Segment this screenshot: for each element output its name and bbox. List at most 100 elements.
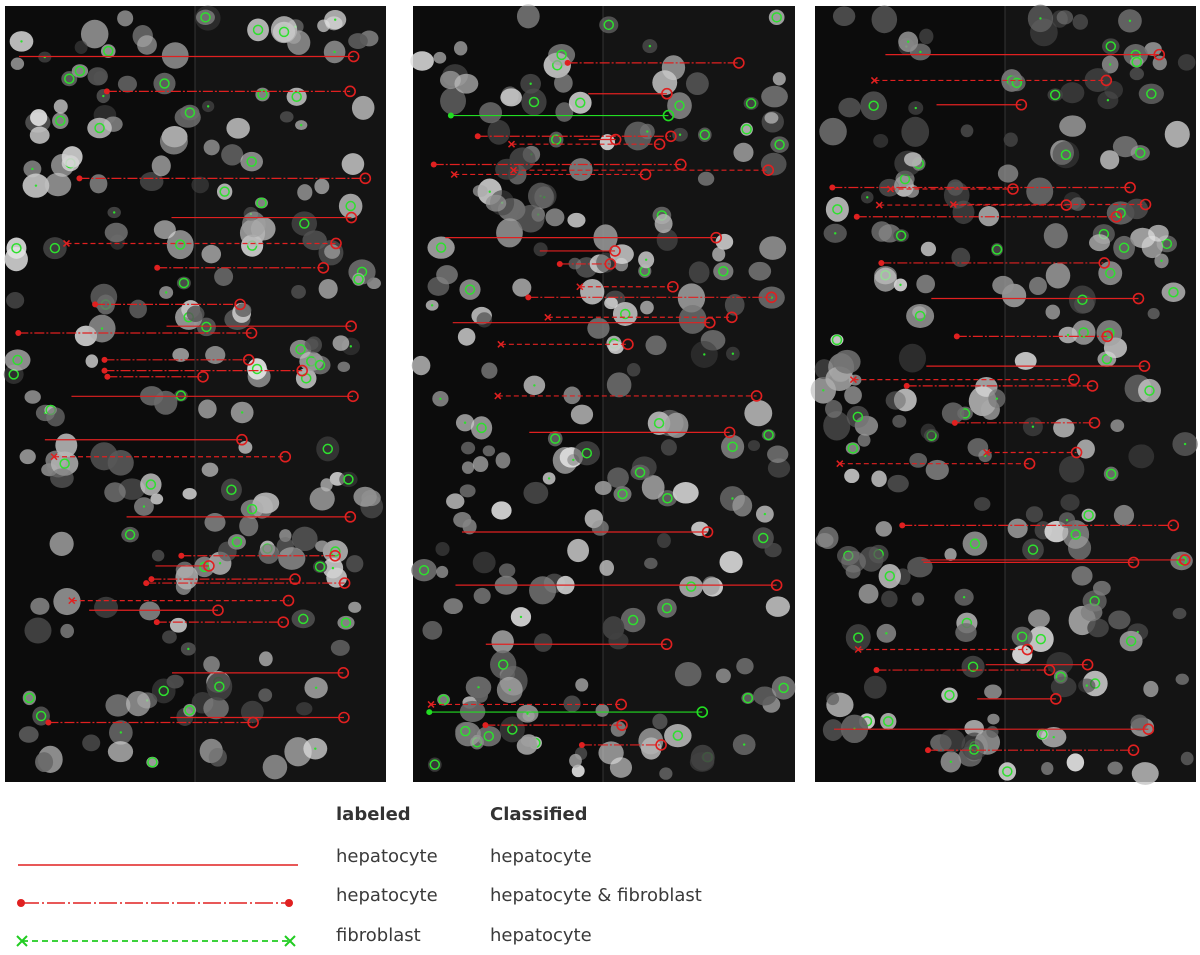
nucleus-center bbox=[885, 632, 888, 635]
detected-cell bbox=[969, 538, 981, 549]
matched-cell bbox=[710, 231, 722, 244]
nucleus bbox=[235, 303, 252, 317]
nucleus bbox=[491, 630, 514, 654]
legend-classified: hepatocyte bbox=[490, 925, 592, 946]
image-panel bbox=[810, 4, 1198, 785]
nucleus bbox=[1161, 282, 1186, 302]
detected-cell bbox=[252, 24, 264, 36]
matched-cell bbox=[203, 560, 215, 572]
matched-cell bbox=[622, 338, 634, 351]
match-end bbox=[474, 133, 481, 140]
detected-cell bbox=[991, 244, 1003, 255]
matched-cell bbox=[723, 426, 736, 439]
nucleus-center bbox=[240, 411, 244, 414]
nucleus bbox=[140, 473, 162, 496]
detected-cell bbox=[330, 546, 341, 557]
nucleus bbox=[567, 212, 586, 228]
nucleus bbox=[117, 75, 137, 93]
nucleus bbox=[858, 584, 879, 604]
nucleus bbox=[161, 42, 189, 69]
nucleus bbox=[1046, 652, 1074, 675]
nucleus bbox=[338, 193, 363, 219]
nucleus bbox=[1096, 320, 1123, 346]
nucleus bbox=[201, 462, 219, 477]
nucleus-center bbox=[331, 566, 335, 570]
nucleus bbox=[573, 441, 601, 466]
nucleus bbox=[30, 109, 48, 126]
nucleus bbox=[247, 358, 267, 380]
nucleus-center bbox=[763, 512, 767, 516]
detected-cell bbox=[718, 265, 729, 277]
nucleus bbox=[479, 102, 503, 124]
matched-cell bbox=[765, 291, 778, 304]
nucleus bbox=[838, 97, 861, 118]
nucleus bbox=[330, 639, 350, 656]
nucleus bbox=[1008, 74, 1026, 92]
nucleus bbox=[32, 706, 50, 726]
nucleus-center bbox=[526, 712, 529, 715]
detected-cell bbox=[1104, 327, 1115, 339]
detected-cell bbox=[727, 441, 738, 453]
detected-cell bbox=[884, 570, 896, 582]
nucleus bbox=[770, 136, 789, 153]
nucleus bbox=[446, 493, 465, 510]
matched-cell bbox=[234, 298, 246, 311]
nucleus bbox=[166, 230, 194, 260]
nucleus bbox=[169, 617, 187, 633]
legend-labeled: fibroblast bbox=[336, 925, 421, 946]
matched-cell bbox=[604, 258, 617, 270]
detected-cell bbox=[184, 705, 195, 716]
detected-cell bbox=[314, 561, 326, 573]
match-end bbox=[92, 301, 99, 308]
nucleus bbox=[208, 747, 227, 767]
matched-cell bbox=[660, 638, 673, 651]
matched-cell bbox=[615, 698, 627, 711]
nucleus bbox=[610, 244, 634, 264]
nucleus bbox=[316, 436, 340, 462]
nucleus bbox=[1071, 566, 1093, 586]
legend-header: labeled bbox=[336, 804, 411, 825]
match-end bbox=[953, 333, 960, 340]
matched-cell bbox=[359, 172, 372, 185]
nucleus bbox=[1053, 418, 1075, 438]
matched-cell bbox=[653, 138, 666, 150]
nucleus bbox=[598, 741, 624, 765]
nucleus bbox=[645, 335, 667, 356]
match-end bbox=[148, 576, 155, 583]
nucleus bbox=[1025, 506, 1044, 523]
nucleus-center bbox=[1183, 442, 1187, 446]
nucleus bbox=[961, 655, 985, 678]
nucleus bbox=[117, 10, 134, 27]
nucleus bbox=[904, 184, 919, 198]
nucleus bbox=[587, 317, 610, 339]
detected-cell bbox=[549, 433, 561, 444]
nucleus bbox=[410, 51, 434, 71]
nucleus-center bbox=[463, 421, 467, 424]
nucleus bbox=[647, 411, 671, 435]
nucleus bbox=[685, 72, 709, 96]
detected-cell bbox=[145, 479, 157, 490]
detected-cell bbox=[661, 602, 673, 614]
nucleus bbox=[1130, 714, 1149, 731]
nucleus bbox=[833, 349, 861, 374]
match-end bbox=[45, 719, 52, 726]
nucleus bbox=[832, 6, 856, 27]
nucleus bbox=[1026, 177, 1054, 206]
nucleus bbox=[80, 19, 109, 49]
nucleus bbox=[964, 719, 984, 737]
nucleus bbox=[1144, 42, 1162, 57]
nucleus-center bbox=[1039, 17, 1042, 20]
nucleus bbox=[121, 526, 139, 543]
detected-cell bbox=[619, 308, 631, 320]
nucleus bbox=[591, 520, 609, 536]
nucleus bbox=[30, 597, 50, 615]
matched-cell bbox=[337, 667, 350, 679]
nucleus bbox=[1180, 751, 1194, 766]
match-end bbox=[903, 382, 910, 389]
nucleus bbox=[318, 278, 338, 299]
detected-cell bbox=[774, 139, 785, 150]
nucleus bbox=[570, 404, 594, 425]
nucleus bbox=[498, 563, 516, 578]
detected-cell bbox=[295, 344, 306, 355]
match-end bbox=[899, 522, 906, 529]
